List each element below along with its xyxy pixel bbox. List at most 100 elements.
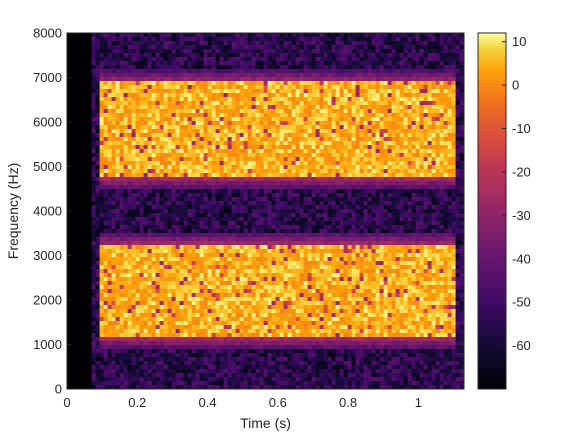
spectrogram-cell xyxy=(131,113,136,118)
spectrogram-cell xyxy=(387,185,392,190)
spectrogram-cell xyxy=(95,73,100,78)
spectrogram-cell xyxy=(259,81,264,86)
spectrogram-cell xyxy=(259,237,264,242)
spectrogram-cell xyxy=(407,153,412,158)
spectrogram-cell xyxy=(139,37,144,42)
spectrogram-cell xyxy=(387,57,392,62)
spectrogram-cell xyxy=(175,85,180,90)
spectrogram-cell xyxy=(271,233,276,238)
spectrogram-cell xyxy=(203,209,208,214)
spectrogram-cell xyxy=(199,45,204,50)
spectrogram-cell xyxy=(439,169,444,174)
spectrogram-cell xyxy=(427,205,432,210)
spectrogram-cell xyxy=(399,237,404,242)
spectrogram-cell xyxy=(367,181,372,186)
spectrogram-cell xyxy=(371,137,376,142)
spectrogram-cell xyxy=(227,185,232,190)
spectrogram-cell xyxy=(263,209,268,214)
spectrogram-cell xyxy=(447,129,452,134)
spectrogram-cell xyxy=(115,189,120,194)
spectrogram-cell xyxy=(175,237,180,242)
spectrogram-cell xyxy=(159,117,164,122)
spectrogram-cell xyxy=(355,129,360,134)
spectrogram-cell xyxy=(419,197,424,202)
spectrogram-cell xyxy=(335,93,340,98)
spectrogram-cell xyxy=(411,85,416,90)
spectrogram-cell xyxy=(243,61,248,66)
spectrogram-cell xyxy=(187,205,192,210)
spectrogram-cell xyxy=(151,189,156,194)
spectrogram-cell xyxy=(419,201,424,206)
spectrogram-cell xyxy=(339,101,344,106)
spectrogram-cell xyxy=(131,177,136,182)
spectrogram-cell xyxy=(287,177,292,182)
spectrogram-cell xyxy=(235,181,240,186)
spectrogram-cell xyxy=(403,137,408,142)
spectrogram-cell xyxy=(391,125,396,130)
spectrogram-cell xyxy=(411,49,416,54)
spectrogram-cell xyxy=(443,53,448,58)
spectrogram-cell xyxy=(291,181,296,186)
spectrogram-cell xyxy=(391,93,396,98)
spectrogram-cell xyxy=(91,197,96,202)
spectrogram-cell xyxy=(455,213,460,218)
spectrogram-cell xyxy=(367,173,372,178)
spectrogram-cell xyxy=(263,177,268,182)
spectrogram-cell xyxy=(323,225,328,230)
spectrogram-cell xyxy=(211,125,216,130)
spectrogram-cell xyxy=(223,161,228,166)
spectrogram-cell xyxy=(99,137,104,142)
spectrogram-cell xyxy=(207,77,212,82)
spectrogram-cell xyxy=(439,133,444,138)
spectrogram-cell xyxy=(203,173,208,178)
spectrogram-cell xyxy=(351,217,356,222)
spectrogram-cell xyxy=(371,225,376,230)
spectrogram-cell xyxy=(339,205,344,210)
spectrogram-cell xyxy=(259,93,264,98)
spectrogram-cell xyxy=(399,161,404,166)
spectrogram-cell xyxy=(299,109,304,114)
spectrogram-cell xyxy=(387,201,392,206)
spectrogram-cell xyxy=(371,69,376,74)
spectrogram-cell xyxy=(367,169,372,174)
spectrogram-cell xyxy=(423,97,428,102)
spectrogram-cell xyxy=(147,193,152,198)
spectrogram-cell xyxy=(231,229,236,234)
spectrogram-cell xyxy=(243,37,248,42)
spectrogram-cell xyxy=(343,73,348,78)
spectrogram-cell xyxy=(439,157,444,162)
spectrogram-cell xyxy=(95,85,100,90)
spectrogram-cell xyxy=(419,69,424,74)
spectrogram-cell xyxy=(95,53,100,58)
spectrogram-cell xyxy=(111,49,116,54)
spectrogram-cell xyxy=(319,113,324,118)
spectrogram-cell xyxy=(415,129,420,134)
spectrogram-cell xyxy=(427,165,432,170)
spectrogram-cell xyxy=(335,133,340,138)
spectrogram-cell xyxy=(443,81,448,86)
spectrogram-cell xyxy=(291,193,296,198)
spectrogram-cell xyxy=(307,49,312,54)
spectrogram-cell xyxy=(195,65,200,70)
spectrogram-cell xyxy=(119,45,124,50)
spectrogram-cell xyxy=(227,69,232,74)
spectrogram-cell xyxy=(95,125,100,130)
spectrogram-cell xyxy=(243,85,248,90)
spectrogram-cell xyxy=(183,193,188,198)
spectrogram-cell xyxy=(351,197,356,202)
spectrogram-cell xyxy=(215,217,220,222)
spectrogram-cell xyxy=(187,121,192,126)
spectrogram-cell xyxy=(231,185,236,190)
spectrogram-cell xyxy=(235,157,240,162)
spectrogram-cell xyxy=(119,149,124,154)
spectrogram-cell xyxy=(267,205,272,210)
spectrogram-cell xyxy=(435,97,440,102)
spectrogram-cell xyxy=(455,113,460,118)
spectrogram-cell xyxy=(187,185,192,190)
spectrogram-cell xyxy=(279,193,284,198)
spectrogram-cell xyxy=(411,153,416,158)
spectrogram-cell xyxy=(303,225,308,230)
spectrogram-cell xyxy=(343,209,348,214)
spectrogram-cell xyxy=(347,217,352,222)
spectrogram-cell xyxy=(239,37,244,42)
